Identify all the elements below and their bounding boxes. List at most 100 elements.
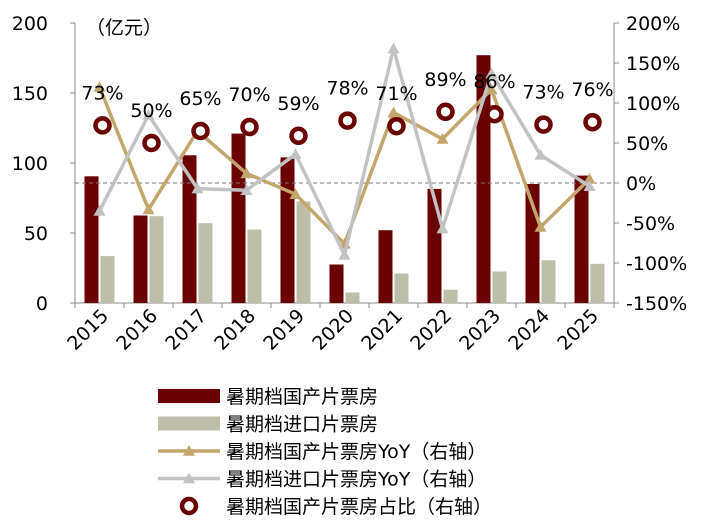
domestic-yoy-point-2022 (436, 133, 449, 144)
x-tick-label-2023: 2023 (455, 305, 505, 355)
left-tick-label: 0 (36, 293, 48, 315)
bar-import-2018 (247, 229, 262, 303)
legend-marker-3 (183, 472, 195, 484)
x-tick-label-2025: 2025 (553, 305, 603, 355)
domestic-yoy-point-2015 (93, 81, 106, 92)
share-data-label-2018: 70% (228, 84, 270, 106)
bar-import-2016 (149, 216, 164, 303)
domestic-yoy-point-2024 (534, 221, 547, 232)
bar-import-2023 (492, 271, 507, 303)
bar-import-2015 (100, 256, 115, 303)
share-data-label-2023: 86% (473, 71, 515, 93)
share-marker-2015 (93, 116, 112, 135)
left-tick-label: 150 (12, 83, 48, 105)
bar-domestic-2018 (231, 133, 246, 303)
bar-import-2024 (541, 260, 556, 303)
bar-import-2019 (296, 201, 311, 303)
import-yoy-point-2020 (338, 249, 351, 260)
share-data-label-2017: 65% (179, 88, 221, 110)
share-marker-2021 (387, 116, 406, 136)
domestic-yoy-point-2025 (583, 173, 596, 184)
share-marker-2025 (583, 112, 602, 132)
right-tick-label: -150% (626, 293, 687, 315)
import-yoy-point-2024 (534, 149, 547, 160)
import-yoy-point-2021 (387, 42, 400, 54)
legend-label-0: 暑期档国产片票房 (226, 386, 378, 408)
legend-label-1: 暑期档进口片票房 (226, 414, 378, 436)
share-marker-2019 (289, 126, 308, 146)
series-domestic-share-markers: 73% 50% 65% 70% 59% 78% 71% 89% 86% 73% 76% (81, 69, 614, 153)
legend-label-2: 暑期档国产片票房YoY（右轴） (226, 441, 486, 463)
right-tick-label: -50% (626, 213, 675, 235)
right-tick-label: 200% (626, 13, 680, 35)
bar-import-2025 (590, 263, 605, 303)
legend-swatch-0 (158, 389, 220, 403)
share-marker-2024 (534, 115, 553, 134)
import-yoy-point-2017 (191, 182, 204, 194)
series-import-yoy-line (93, 42, 596, 260)
bar-domestic-2016 (133, 215, 148, 303)
share-marker-2018 (240, 117, 259, 137)
right-tick-label: 150% (626, 53, 680, 75)
share-data-label-2025: 76% (571, 79, 613, 101)
bar-domestic-2015 (84, 176, 99, 303)
share-data-label-2015: 73% (81, 82, 123, 104)
share-marker-2016 (142, 133, 161, 153)
legend-swatch-1 (158, 416, 220, 431)
x-tick-label-2021: 2021 (357, 305, 407, 355)
domestic-yoy-point-2021 (387, 106, 400, 118)
domestic-yoy-point-2018 (240, 167, 253, 179)
left-tick-label: 50 (24, 223, 48, 245)
series-import-bars (100, 201, 605, 303)
x-tick-label-2022: 2022 (406, 305, 456, 355)
right-tick-label: 0% (626, 173, 656, 195)
domestic-yoy-point-2019 (289, 188, 302, 199)
share-data-label-2020: 78% (326, 78, 368, 100)
x-tick-label-2024: 2024 (504, 305, 554, 355)
share-marker-2020 (338, 111, 357, 130)
bar-domestic-2019 (280, 157, 295, 303)
share-data-label-2022: 89% (424, 69, 466, 91)
axes: 0 50 100 150 200 -150% -100% -50% 0% 50% 100% 150% 2… (12, 13, 687, 315)
domestic-yoy-point-2016 (142, 203, 155, 215)
bar-domestic-2020 (329, 264, 344, 303)
x-tick-label-2016: 2016 (112, 305, 162, 355)
bar-import-2020 (345, 292, 360, 303)
bar-import-2022 (443, 289, 458, 303)
share-data-label-2016: 50% (130, 100, 172, 122)
import-yoy-point-2023 (485, 67, 498, 79)
domestic-yoy-point-2023 (485, 83, 498, 95)
share-marker-2023 (485, 104, 504, 124)
share-data-label-2021: 71% (375, 83, 417, 105)
domestic-yoy-path (97, 86, 591, 246)
left-tick-label: 200 (12, 13, 48, 35)
x-tick-label-2015: 2015 (63, 305, 113, 355)
legend-label-4: 暑期档国产片票房占比（右轴） (226, 496, 492, 518)
import-yoy-point-2018 (240, 184, 253, 195)
bar-import-2021 (394, 273, 409, 303)
import-yoy-point-2015 (93, 205, 106, 216)
right-tick-label: 100% (626, 93, 680, 115)
legend-marker-4 (179, 496, 199, 516)
legend-marker-2 (183, 445, 195, 456)
bar-domestic-2025 (574, 175, 589, 303)
x-axis-labels: 2015 2016 2017 2018 2019 2020 2021 2022 2023 2024… (63, 305, 603, 355)
share-data-label-2019: 59% (277, 93, 319, 115)
legend-label-3: 暑期档进口片票房YoY（右轴） (226, 469, 486, 491)
bar-import-2017 (198, 223, 213, 303)
bar-domestic-2021 (378, 230, 393, 303)
share-data-label-2024: 73% (522, 82, 564, 104)
left-tick-label: 100 (12, 153, 48, 175)
share-marker-2017 (191, 121, 210, 141)
x-tick-label-2019: 2019 (259, 305, 309, 355)
import-yoy-point-2019 (289, 148, 302, 159)
import-yoy-point-2016 (142, 109, 155, 120)
unit-label: （亿元） (86, 17, 162, 39)
right-tick-label: 50% (626, 133, 668, 155)
x-tick-label-2018: 2018 (210, 305, 260, 355)
right-tick-label: -100% (626, 253, 687, 275)
x-tick-label-2020: 2020 (308, 305, 358, 355)
share-marker-2022 (436, 102, 455, 122)
